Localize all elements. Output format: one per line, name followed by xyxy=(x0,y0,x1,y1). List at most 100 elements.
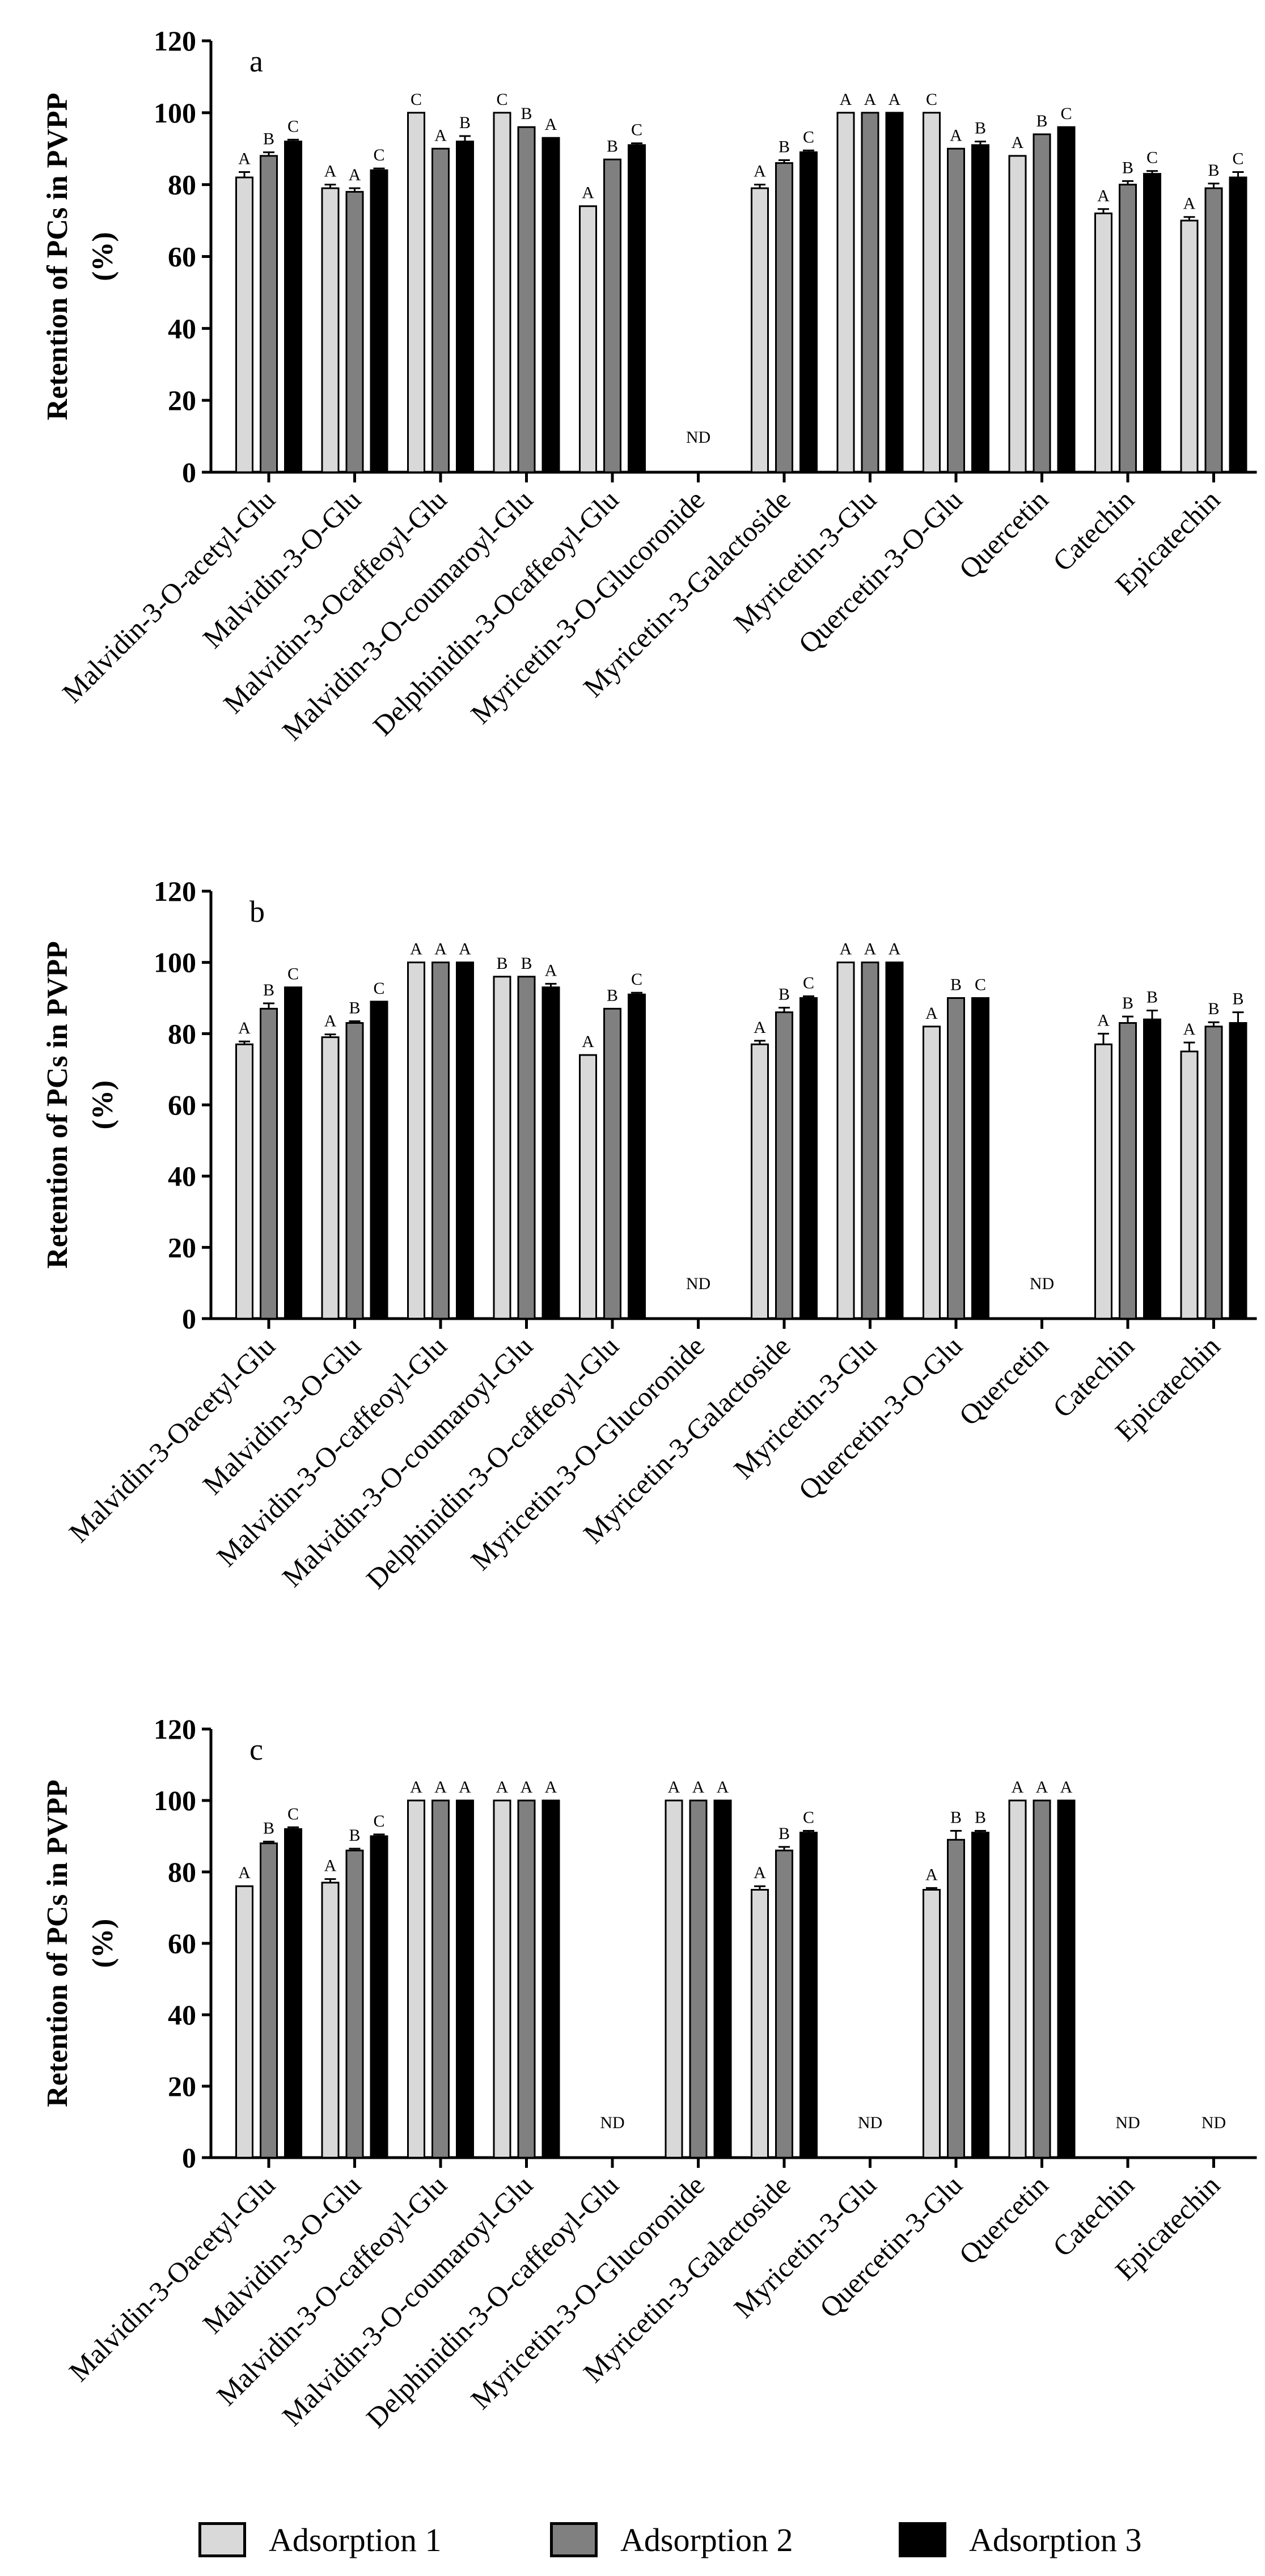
panel-b-bar-adsorption-1 xyxy=(923,1026,941,1320)
panel-c-significance-letter: A xyxy=(324,1857,337,1875)
legend-item-adsorption-3: Adsorption 3 xyxy=(899,2517,1142,2562)
panel-a-bar-adsorption-2 xyxy=(603,158,621,473)
panel-b-bar-adsorption-1 xyxy=(1094,1043,1112,1320)
panel-b-bar-adsorption-2 xyxy=(1119,1022,1137,1320)
panel-c-significance-letter: B xyxy=(779,1824,790,1843)
panel-a-bar-adsorption-1 xyxy=(407,112,425,473)
panel-b-category-label: Quercetin xyxy=(953,1330,1054,1431)
panel-c-significance-letter: A xyxy=(668,1778,680,1797)
panel-a-bar-adsorption-3 xyxy=(1229,176,1247,473)
panel-b-significance-letter: B xyxy=(496,954,507,973)
panel-a-significance-letter: B xyxy=(263,130,274,149)
panel-b-significance-letter: A xyxy=(238,1019,251,1037)
panel-b-bar-adsorption-2 xyxy=(517,976,536,1320)
panel-b-significance-letter: B xyxy=(607,986,618,1005)
panel-b-nd-label: ND xyxy=(1030,1274,1054,1293)
panel-a-y-tick-label: 100 xyxy=(154,97,196,129)
panel-a-significance-letter: B xyxy=(779,138,790,156)
panel-b-letter: b xyxy=(249,895,265,929)
panel-b-bar-adsorption-3 xyxy=(885,961,904,1320)
panel-a-bar-adsorption-2 xyxy=(1033,133,1051,473)
panel-c-y-tick-label: 0 xyxy=(182,2142,196,2174)
panel-c-nd-label: ND xyxy=(1115,2113,1140,2132)
panel-b-significance-letter: B xyxy=(1122,994,1133,1012)
panel-a-significance-letter: B xyxy=(1208,161,1219,180)
legend-label-adsorption-3: Adsorption 3 xyxy=(969,2521,1142,2558)
panel-c-bar-adsorption-2 xyxy=(431,1799,450,2159)
panel-c-bar-adsorption-2 xyxy=(345,1849,364,2159)
panel-c-y-tick-label: 100 xyxy=(154,1785,196,1816)
panel-a-significance-letter: C xyxy=(1232,149,1243,168)
panel-c-y-tick-label: 120 xyxy=(154,1713,196,1745)
panel-c-y-axis-unit: (%) xyxy=(87,1919,119,1968)
panel-a-bar-adsorption-3 xyxy=(885,112,904,473)
panel-a-bar-adsorption-2 xyxy=(260,155,278,473)
panel-b-y-tick-label: 0 xyxy=(182,1303,196,1334)
panel-b-significance-letter: A xyxy=(459,940,471,959)
panel-a-y-tick-label: 80 xyxy=(168,169,196,201)
panel-b-significance-letter: C xyxy=(975,976,986,994)
panel-c-significance-letter: C xyxy=(803,1808,814,1827)
panel-c-bar-adsorption-3 xyxy=(799,1832,818,2159)
panel-a-bar-adsorption-3 xyxy=(628,144,646,473)
panel-b-bar-adsorption-3 xyxy=(541,986,560,1320)
panel-c-significance-letter: A xyxy=(1036,1778,1048,1797)
panel-b-significance-letter: C xyxy=(631,970,642,989)
panel-c-nd-label: ND xyxy=(858,2113,882,2132)
panel-b-significance-letter: A xyxy=(840,940,852,959)
panel-c-significance-letter: A xyxy=(238,1863,251,1882)
panel-c-significance-letter: B xyxy=(349,1826,360,1845)
panel-b-bar-adsorption-2 xyxy=(1204,1026,1223,1320)
panel-c-y-tick-label: 60 xyxy=(168,1927,196,1959)
panel-b-bar-adsorption-1 xyxy=(836,961,855,1320)
panel-a-significance-letter: A xyxy=(950,126,962,145)
panel-c-significance-letter: A xyxy=(717,1778,729,1797)
panel-c-significance-letter: A xyxy=(545,1778,557,1797)
panel-b-significance-letter: A xyxy=(1097,1011,1110,1029)
panel-a-significance-letter: A xyxy=(582,184,594,202)
panel-b-significance-letter: A xyxy=(889,940,901,959)
panel-c-bar-adsorption-1 xyxy=(493,1799,511,2159)
panel-a-significance-letter: C xyxy=(1146,149,1158,167)
panel-a-significance-letter: A xyxy=(324,162,337,181)
panel-b-y-tick-label: 20 xyxy=(168,1231,196,1263)
panel-c-significance-letter: A xyxy=(1012,1778,1024,1797)
panel-c-bar-adsorption-2 xyxy=(1033,1799,1051,2159)
panel-a-bar-adsorption-1 xyxy=(493,112,511,473)
panel-a-y-axis-title: Retention of PCs in PVPP xyxy=(41,93,74,421)
panel-a-letter: a xyxy=(249,44,263,78)
panel-a-significance-letter: A xyxy=(1183,194,1196,213)
panel-b-significance-letter: C xyxy=(373,979,384,998)
legend-label-adsorption-1: Adsorption 1 xyxy=(269,2521,442,2558)
panel-c-significance-letter: A xyxy=(692,1778,705,1797)
panel-c-significance-letter: B xyxy=(263,1819,274,1837)
panel-a-bar-adsorption-1 xyxy=(923,112,941,473)
panel-b-significance-letter: A xyxy=(754,1018,766,1037)
panel-c-y-tick-label: 20 xyxy=(168,2070,196,2102)
panel-c-significance-letter: A xyxy=(459,1778,471,1797)
panel-a-significance-letter: B xyxy=(459,113,471,132)
panel-c-significance-letter: C xyxy=(373,1812,384,1831)
panel-b-significance-letter: B xyxy=(779,985,790,1003)
panel-a-y-tick-label: 0 xyxy=(182,456,196,488)
panel-b-significance-letter: B xyxy=(1232,990,1243,1009)
panel-c-significance-letter: A xyxy=(496,1778,509,1797)
panel-c-bar-adsorption-3 xyxy=(1057,1799,1076,2159)
panel-b-significance-letter: C xyxy=(287,965,299,984)
panel-a-bar-adsorption-1 xyxy=(321,187,340,473)
panel-c-bar-adsorption-1 xyxy=(321,1882,340,2159)
panel-b-significance-letter: B xyxy=(521,954,532,973)
panel-a-y-tick-label: 40 xyxy=(168,312,196,344)
panel-c-significance-letter: A xyxy=(754,1863,766,1882)
panel-a-significance-letter: A xyxy=(1012,133,1024,152)
panel-a-y-axis-unit: (%) xyxy=(87,232,119,281)
panel-c-bar-adsorption-3 xyxy=(456,1799,474,2159)
panel-a-bar-adsorption-1 xyxy=(836,112,855,473)
panel-a-significance-letter: B xyxy=(607,137,618,155)
panel-a-significance-letter: C xyxy=(926,90,937,109)
panel-c-nd-label: ND xyxy=(600,2113,624,2132)
panel-b-bar-adsorption-3 xyxy=(799,997,818,1320)
panel-a-bar-adsorption-1 xyxy=(1008,155,1027,473)
panel-b-significance-letter: A xyxy=(324,1012,337,1031)
